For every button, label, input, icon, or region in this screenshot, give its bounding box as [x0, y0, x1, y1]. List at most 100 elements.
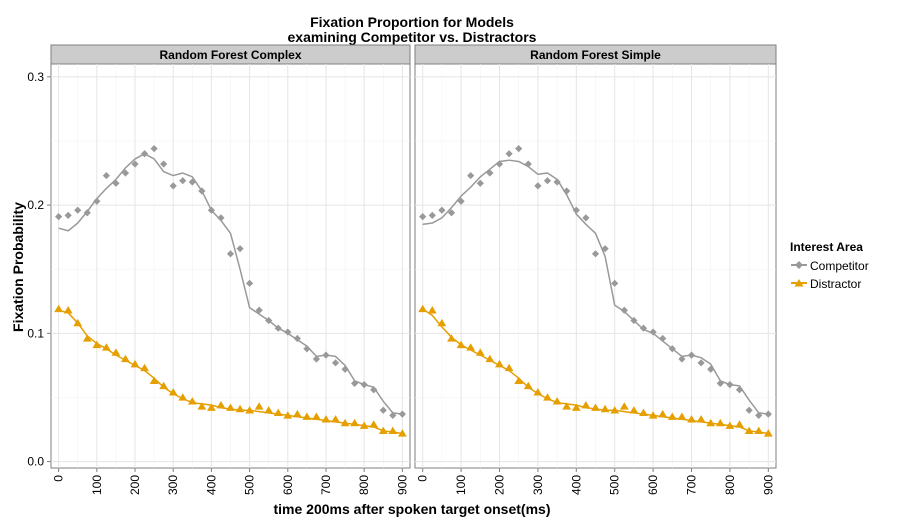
panel-series [54, 145, 407, 437]
chart-title-line1: Fixation Proportion for Models [310, 14, 514, 30]
point-distractor [283, 411, 293, 419]
point-competitor [64, 211, 72, 219]
x-tick-label: 500 [243, 475, 257, 495]
point-distractor [63, 306, 73, 314]
y-axis-label: Fixation Probability [10, 202, 26, 332]
point-distractor [149, 376, 159, 384]
model-line-competitor [422, 159, 769, 415]
point-competitor [274, 324, 282, 332]
point-competitor [131, 160, 139, 168]
legend-distractor-label: Distractor [810, 277, 861, 291]
point-distractor [130, 359, 140, 368]
point-competitor [726, 381, 734, 389]
point-distractor [485, 354, 495, 363]
point-distractor [744, 426, 754, 435]
point-distractor [168, 388, 178, 396]
x-axis-right: 0 100 200 300 400 500 600 700 800 900 [416, 468, 775, 495]
point-competitor [524, 160, 532, 168]
point-competitor [169, 182, 177, 190]
point-distractor [187, 397, 197, 405]
point-competitor [687, 351, 696, 359]
x-tick-label: 900 [761, 475, 775, 495]
point-distractor [216, 400, 226, 409]
point-competitor [505, 150, 513, 158]
point-distractor [73, 318, 83, 327]
legend-item-competitor: Competitor [791, 259, 869, 273]
x-tick-label: 700 [685, 475, 699, 495]
point-distractor [245, 406, 254, 414]
point-competitor [150, 145, 158, 153]
point-distractor [178, 393, 188, 401]
point-distractor [735, 420, 744, 428]
point-distractor [543, 393, 552, 401]
point-competitor [486, 169, 494, 177]
point-distractor [600, 404, 610, 413]
point-competitor [102, 171, 110, 180]
point-distractor [207, 403, 216, 411]
y-tick-label: 0.2 [27, 198, 44, 212]
point-distractor [437, 318, 447, 327]
point-competitor [476, 179, 484, 187]
point-distractor [629, 406, 639, 414]
point-distractor [197, 402, 207, 410]
point-competitor [341, 365, 349, 373]
x-tick-label: 400 [204, 475, 218, 495]
legend-distractor-triangle-icon [794, 279, 804, 287]
x-tick-label: 900 [395, 475, 409, 495]
point-competitor [582, 214, 590, 222]
point-competitor [351, 379, 359, 387]
point-competitor [649, 328, 657, 336]
point-distractor [427, 306, 437, 314]
point-competitor [255, 306, 263, 314]
point-competitor [543, 177, 552, 185]
x-tick-label: 300 [531, 475, 545, 495]
point-competitor [755, 411, 763, 420]
point-competitor [534, 182, 542, 190]
x-tick-label: 100 [90, 475, 104, 495]
point-competitor [389, 411, 397, 420]
y-axis: 0.0 0.1 0.2 0.3 [27, 70, 51, 469]
point-competitor [179, 177, 187, 185]
x-tick-label: 0 [416, 475, 430, 482]
point-competitor [265, 316, 273, 325]
point-competitor [428, 211, 436, 219]
panel-strip-label: Random Forest Complex [159, 48, 301, 62]
point-distractor [639, 408, 648, 417]
x-tick-label: 800 [723, 475, 737, 495]
point-distractor [101, 343, 111, 351]
point-competitor [331, 359, 340, 367]
panel-random-forest-complex: Random Forest Complex [50, 44, 411, 469]
point-distractor [397, 429, 407, 437]
y-tick-label: 0.3 [27, 70, 44, 84]
point-distractor [331, 415, 340, 423]
point-distractor [677, 412, 687, 420]
point-competitor [591, 250, 600, 258]
point-competitor [379, 406, 387, 414]
point-distractor [763, 429, 773, 437]
point-distractor [706, 418, 716, 427]
point-distractor [54, 304, 64, 313]
point-competitor [121, 169, 130, 177]
point-competitor [735, 386, 744, 394]
point-competitor [572, 206, 580, 214]
point-competitor [716, 379, 724, 387]
legend-competitor-diamond-icon [795, 261, 803, 269]
point-distractor [648, 411, 658, 419]
point-competitor [630, 316, 638, 325]
x-tick-label: 600 [281, 475, 295, 495]
x-axis-left: 0 100 200 300 400 500 600 700 800 900 [52, 468, 409, 495]
point-competitor [160, 160, 168, 168]
x-tick-label: 800 [357, 475, 371, 495]
point-competitor [303, 345, 311, 353]
point-competitor [217, 214, 225, 222]
x-tick-label: 200 [128, 475, 142, 495]
point-distractor [571, 403, 581, 411]
point-distractor [388, 426, 398, 435]
legend-item-distractor: Distractor [791, 277, 861, 291]
point-distractor [264, 406, 274, 414]
point-competitor [398, 410, 406, 418]
point-competitor [467, 171, 475, 180]
point-distractor [254, 402, 264, 410]
point-distractor [226, 403, 235, 411]
point-distractor [725, 421, 735, 429]
